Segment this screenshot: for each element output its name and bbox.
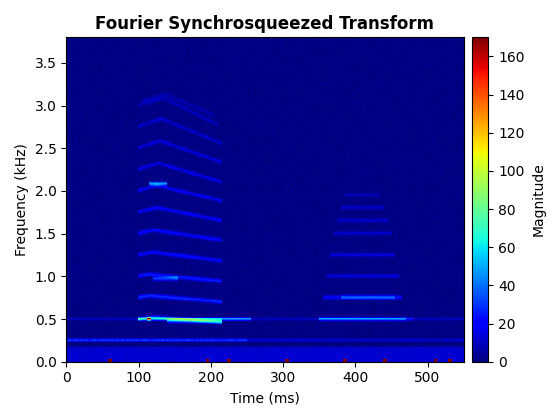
Title: Fourier Synchrosqueezed Transform: Fourier Synchrosqueezed Transform xyxy=(95,15,435,33)
X-axis label: Time (ms): Time (ms) xyxy=(230,391,300,405)
Y-axis label: Frequency (kHz): Frequency (kHz) xyxy=(15,143,29,256)
Y-axis label: Magnitude: Magnitude xyxy=(531,163,545,236)
